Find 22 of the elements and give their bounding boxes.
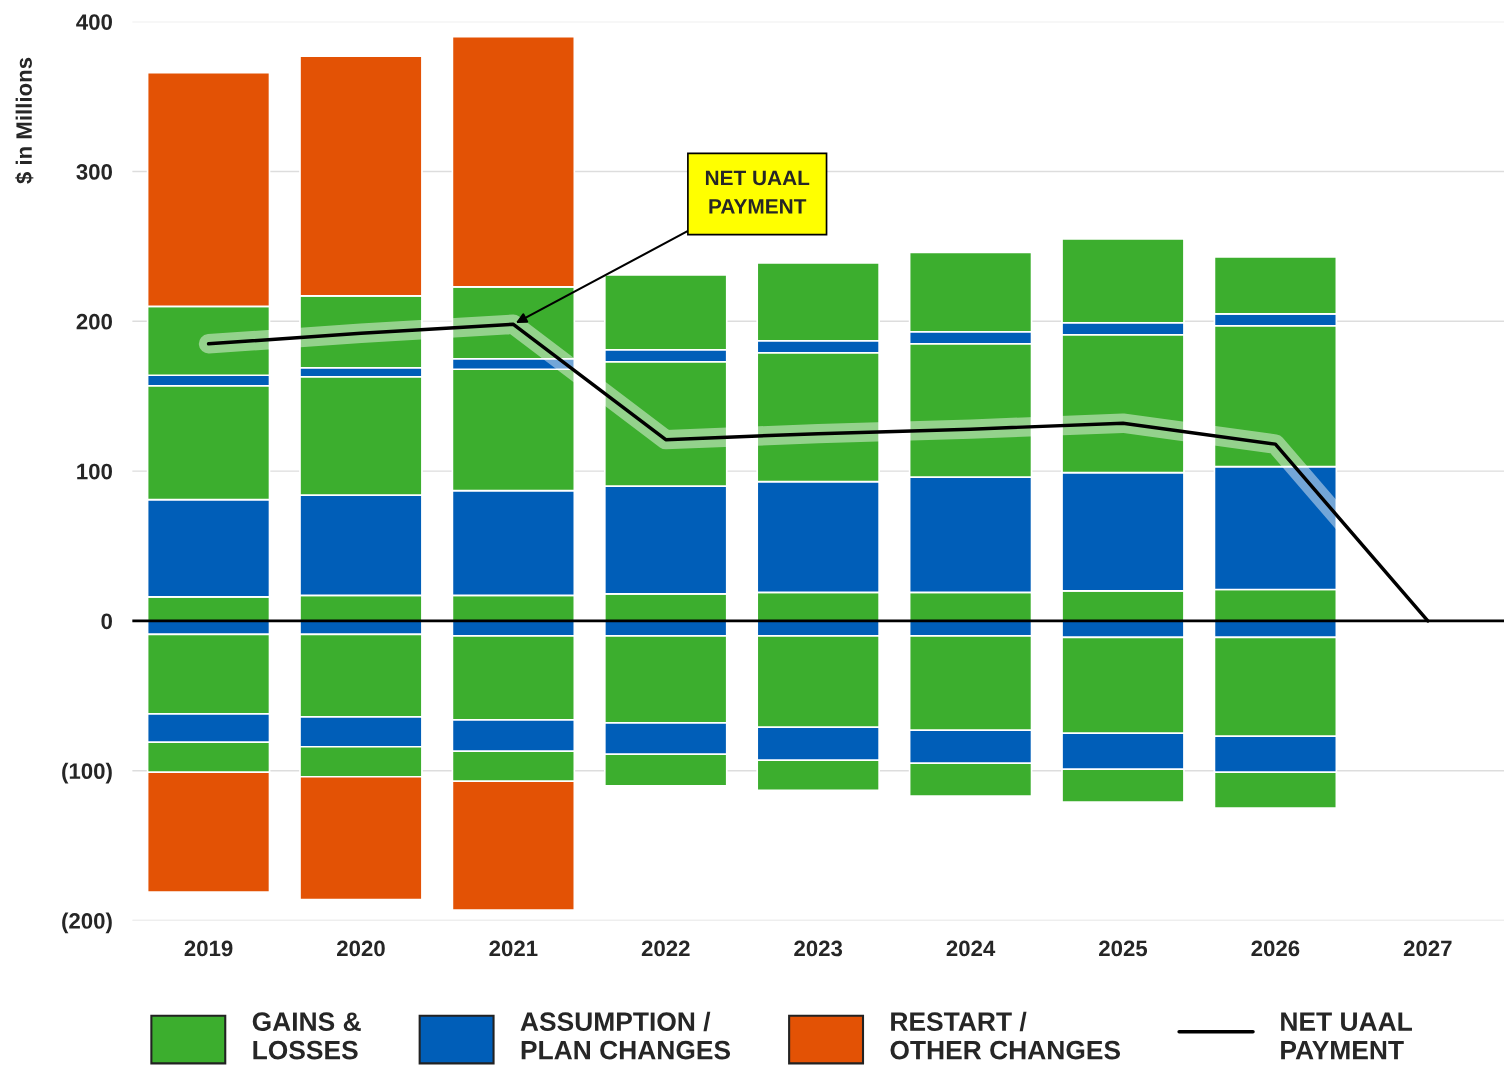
y-tick-label: (200)	[62, 912, 112, 934]
legend-label: GAINS & LOSSES	[252, 1012, 361, 1060]
y-tick-label: 100	[77, 463, 112, 480]
y-tick-label: 0	[101, 613, 112, 630]
y-axis-title: $ in Millions	[15, 57, 34, 184]
x-tick-label: 2023	[794, 940, 843, 957]
x-tick-label: 2022	[641, 940, 690, 957]
annotation: NET UAAL PAYMENT	[705, 170, 810, 214]
y-tick-label: (100)	[62, 762, 112, 784]
y-tick-label: 400	[76, 14, 112, 30]
legend-label: NET UAAL PAYMENT	[1281, 1012, 1412, 1060]
x-tick-label: 2019	[184, 940, 233, 957]
x-tick-label: 2024	[946, 940, 996, 957]
x-tick-label: 2025	[1099, 940, 1148, 957]
y-tick-label: 300	[76, 164, 112, 180]
legend-label: ASSUMPTION / PLAN CHANGES	[520, 1011, 731, 1060]
legend-label: RESTART / OTHER CHANGES	[890, 1011, 1121, 1060]
y-tick-label: 200	[76, 313, 112, 330]
x-tick-label: 2027	[1403, 940, 1452, 957]
x-tick-label: 2021	[489, 940, 538, 957]
x-tick-label: 2020	[337, 940, 385, 957]
x-tick-label: 2026	[1251, 940, 1300, 957]
